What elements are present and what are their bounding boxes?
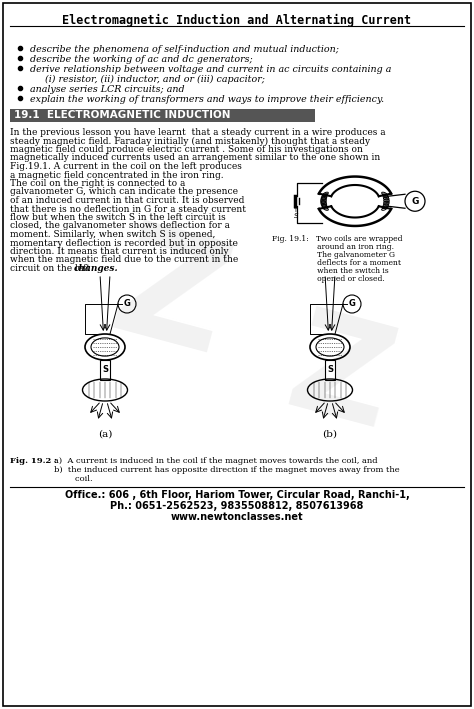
- Text: www.newtonclasses.net: www.newtonclasses.net: [171, 512, 303, 522]
- Text: Office.: 606 , 6th Floor, Hariom Tower, Circular Road, Ranchi-1,: Office.: 606 , 6th Floor, Hariom Tower, …: [64, 490, 410, 500]
- Bar: [100, 360, 110, 380]
- Text: In the previous lesson you have learnt  that a steady current in a wire produces: In the previous lesson you have learnt t…: [10, 128, 386, 137]
- Text: (a): (a): [98, 430, 112, 439]
- Text: The coil on the right is connected to a: The coil on the right is connected to a: [10, 179, 185, 188]
- Text: The galvanometer G: The galvanometer G: [272, 251, 395, 259]
- Text: Z: Z: [97, 213, 243, 386]
- Bar: [325, 360, 335, 380]
- Text: circuit on the left: circuit on the left: [10, 264, 93, 273]
- Text: that there is no deflection in G for a steady current: that there is no deflection in G for a s…: [10, 204, 246, 213]
- Text: magnetically induced currents used an arrangement similar to the one shown in: magnetically induced currents used an ar…: [10, 154, 380, 162]
- Text: changes.: changes.: [74, 264, 118, 273]
- Text: describe the phenomena of self-induction and mutual induction;: describe the phenomena of self-induction…: [30, 45, 339, 54]
- Text: b)  the induced current has opposite direction if the magnet moves away from the: b) the induced current has opposite dire…: [54, 466, 400, 474]
- Text: Fig. 19.2 :: Fig. 19.2 :: [10, 457, 63, 465]
- Text: S: S: [327, 366, 333, 374]
- Text: flow but when the switch S in the left circuit is: flow but when the switch S in the left c…: [10, 213, 226, 222]
- Text: steady magnetic field. Faraday initially (and mistakenly) thought that a steady: steady magnetic field. Faraday initially…: [10, 137, 370, 145]
- Bar: [10, 109, 315, 122]
- Text: explain the working of transformers and ways to improve their efficiency.: explain the working of transformers and …: [30, 95, 384, 104]
- Text: coil.: coil.: [54, 475, 92, 483]
- Text: (i) resistor, (ii) inductor, and or (iii) capacitor;: (i) resistor, (ii) inductor, and or (iii…: [30, 75, 265, 84]
- Text: G: G: [348, 299, 356, 308]
- Text: 19.1  ELECTROMAGNETIC INDUCTION: 19.1 ELECTROMAGNETIC INDUCTION: [14, 111, 230, 121]
- Text: (b): (b): [322, 430, 337, 439]
- Text: of an induced current in that circuit. It is observed: of an induced current in that circuit. I…: [10, 196, 245, 205]
- Text: when the magnetic field due to the current in the: when the magnetic field due to the curre…: [10, 255, 238, 264]
- Text: describe the working of ac and dc generators;: describe the working of ac and dc genera…: [30, 55, 253, 64]
- Text: G: G: [124, 299, 130, 308]
- Text: a)  A current is induced in the coil if the magnet moves towards the coil, and: a) A current is induced in the coil if t…: [54, 457, 378, 465]
- Text: moment. Similarly, when switch S is opened,: moment. Similarly, when switch S is open…: [10, 230, 215, 239]
- Text: momentary deflection is recorded but in opposite: momentary deflection is recorded but in …: [10, 238, 238, 247]
- Text: galvanometer G, which can indicate the presence: galvanometer G, which can indicate the p…: [10, 187, 238, 196]
- Text: S: S: [102, 366, 108, 374]
- Text: magnetic field could produce electric current . Some of his investigations on: magnetic field could produce electric cu…: [10, 145, 363, 154]
- Text: deflects for a moment: deflects for a moment: [272, 259, 401, 267]
- Text: closed, the galvanometer shows deflection for a: closed, the galvanometer shows deflectio…: [10, 221, 230, 230]
- Text: Ph.: 0651-2562523, 9835508812, 8507613968: Ph.: 0651-2562523, 9835508812, 850761396…: [110, 501, 364, 511]
- Text: a magnetic field concentrated in the iron ring.: a magnetic field concentrated in the iro…: [10, 170, 224, 179]
- Text: S: S: [294, 213, 298, 219]
- Text: when the switch is: when the switch is: [272, 267, 389, 275]
- Text: derive relationship between voltage and current in ac circuits containing a: derive relationship between voltage and …: [30, 65, 392, 74]
- Text: T: T: [294, 208, 298, 213]
- Text: Fig.19.1. A current in the coil on the left produces: Fig.19.1. A current in the coil on the l…: [10, 162, 242, 171]
- Text: Fig. 19.1:   Two coils are wrapped: Fig. 19.1: Two coils are wrapped: [272, 235, 402, 243]
- Text: analyse series LCR circuits; and: analyse series LCR circuits; and: [30, 85, 185, 94]
- Text: around an iron ring.: around an iron ring.: [272, 243, 394, 251]
- Text: opened or closed.: opened or closed.: [272, 275, 385, 283]
- Text: Electromagnetic Induction and Alternating Current: Electromagnetic Induction and Alternatin…: [63, 14, 411, 27]
- Text: direction. It means that current is induced only: direction. It means that current is indu…: [10, 247, 228, 256]
- Text: Z: Z: [274, 302, 406, 458]
- Text: G: G: [411, 197, 419, 206]
